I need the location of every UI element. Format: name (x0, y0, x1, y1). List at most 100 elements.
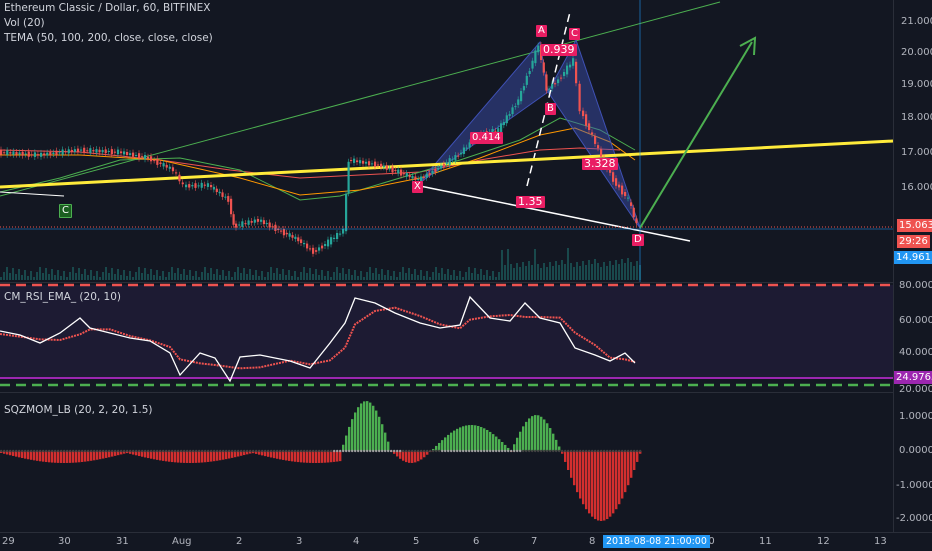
sqz-histogram (0, 401, 642, 521)
candle-body (347, 161, 350, 194)
sqz-bar (624, 451, 627, 493)
sqz-dot (234, 449, 237, 453)
sqz-dot (102, 449, 105, 453)
candle-body (448, 158, 451, 165)
sqz-bar (567, 451, 570, 471)
sqz-bar (165, 451, 168, 462)
sqz-bar (300, 451, 303, 463)
sqz-bar (627, 451, 630, 486)
sqz-bar (351, 419, 354, 451)
volume-bar (495, 277, 497, 280)
sqz-dot (291, 449, 294, 453)
candle-body (502, 122, 506, 126)
candle-body (522, 86, 526, 91)
candle-body (402, 173, 406, 175)
rsi-pane[interactable]: CM_RSI_EMA_ (20, 10) (0, 283, 893, 392)
sqz-dot (6, 449, 9, 453)
price-pane[interactable]: Ethereum Classic / Dollar, 60, BITFINEX … (0, 0, 893, 282)
sqz-dot (105, 449, 108, 453)
vol-legend[interactable]: Vol (20) (4, 17, 45, 29)
candle-body (309, 248, 312, 250)
sqz-bar (495, 436, 498, 451)
sqz-dot (477, 449, 480, 453)
volume-bar (126, 276, 128, 280)
candle-body (534, 50, 537, 64)
sqz-bar (18, 451, 21, 458)
sqz-dot (534, 449, 537, 453)
rsi-legend[interactable]: CM_RSI_EMA_ (20, 10) (4, 291, 122, 303)
volume-bar (168, 272, 170, 280)
dashed-line (526, 11, 571, 187)
sqz-legend[interactable]: SQZMOM_LB (20, 2, 20, 1.5) (4, 404, 153, 416)
volume-bar (264, 277, 266, 280)
volume-bar (507, 249, 509, 280)
candle-body (70, 149, 73, 152)
candle-body (227, 196, 230, 202)
sqz-dot (2, 449, 6, 453)
sqz-dot (354, 449, 357, 453)
sqz-bar (183, 451, 186, 463)
sqz-dot (0, 449, 3, 453)
sqz-dot (12, 449, 15, 453)
sqz-bar (393, 451, 396, 454)
volume-bar (510, 264, 512, 280)
sqz-bar (294, 451, 297, 462)
volume-bar (555, 261, 557, 280)
sqz-bar (534, 415, 537, 451)
sqz-bar (132, 451, 135, 455)
sqz-dot (537, 449, 540, 453)
volume-bar (336, 267, 338, 280)
sqz-bar (309, 451, 312, 463)
pane-divider-2[interactable] (0, 392, 932, 393)
candle-body (76, 148, 80, 152)
volume-bar (210, 268, 212, 280)
candle-body (330, 237, 333, 245)
sqz-bar (417, 451, 420, 462)
candles (0, 42, 638, 257)
time-axis[interactable]: 29 30 31 Aug 2 3 4 5 6 7 8 10 11 12 13 (0, 532, 932, 551)
sqz-dot (351, 449, 354, 453)
candle-body (465, 147, 468, 149)
candle-body (594, 136, 597, 144)
sqz-dot (549, 449, 552, 453)
sqz-bar (420, 451, 423, 460)
candle-body (159, 162, 162, 164)
price-axis[interactable]: 21.000 20.000 19.000 18.000 17.000 16.00… (893, 0, 932, 532)
sqz-bar (546, 423, 549, 451)
candle-body (89, 148, 92, 153)
volume-bar (138, 267, 140, 280)
sqz-dot (273, 449, 276, 453)
candle-body (525, 75, 528, 85)
price-tick-18: 18.000 (901, 112, 932, 123)
sqz-bar (468, 425, 471, 451)
sqz-dot (567, 449, 570, 453)
volume-bar (132, 277, 134, 280)
sqz-bar (318, 451, 321, 463)
sqz-bar (303, 451, 306, 463)
sqz-dot (504, 449, 507, 453)
volume-bar (558, 265, 560, 280)
sqz-dot (639, 449, 642, 453)
sqz-dot (243, 449, 246, 453)
sqz-pane[interactable]: SQZMOM_LB (20, 2, 20, 1.5) (0, 393, 893, 532)
sqz-dot (360, 449, 363, 453)
green-trend-line (0, 1, 721, 197)
tema-legend[interactable]: TEMA (50, 100, 200, close, close, close) (4, 32, 213, 44)
volume-bar (234, 272, 236, 280)
volume-bar (399, 272, 401, 280)
sqz-bar (216, 451, 219, 461)
symbol-legend[interactable]: Ethereum Classic / Dollar, 60, BITFINEX (4, 2, 211, 14)
time-tick-4: 4 (353, 536, 360, 547)
candle-body (282, 229, 286, 236)
sqz-bar (423, 451, 426, 458)
sqz-bar (69, 451, 72, 463)
sqz-bar (243, 451, 246, 456)
sqz-dot (255, 449, 258, 453)
candle-body (420, 176, 423, 182)
volume-bar (12, 268, 14, 280)
candle-body (171, 167, 175, 172)
pane-divider-1[interactable] (0, 282, 932, 283)
volume-bar (309, 268, 311, 280)
sqz-dot (438, 449, 441, 453)
sqz-bar (273, 451, 276, 459)
